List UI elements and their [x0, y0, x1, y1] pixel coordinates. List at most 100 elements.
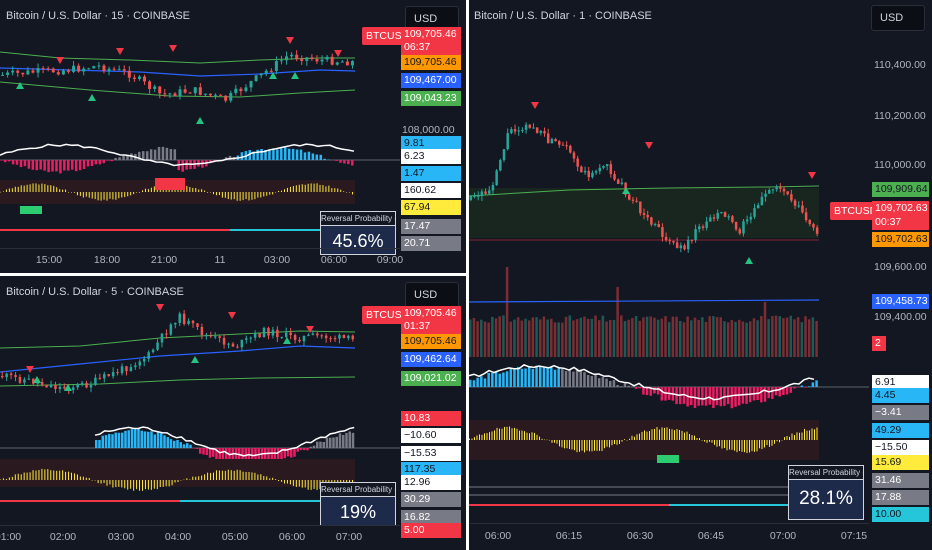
volume-bar — [513, 319, 516, 357]
candle — [779, 186, 782, 189]
momentum-bar — [471, 438, 473, 440]
momentum-bar — [325, 186, 327, 192]
price-tag: 49.29 — [872, 423, 929, 438]
oscillator-bar — [150, 431, 153, 448]
price-tag: −15.50 — [872, 440, 929, 455]
momentum-bar — [741, 440, 743, 452]
oscillator-bar — [483, 378, 487, 387]
candle — [513, 129, 517, 132]
chart-panel-15m[interactable]: Bitcoin / U.S. Dollar · 15 · COINBASE US… — [0, 0, 466, 273]
oscillator-bar — [71, 160, 74, 170]
momentum-bar — [41, 183, 43, 192]
oscillator-bar — [594, 373, 597, 387]
candle — [200, 327, 204, 336]
candle — [218, 336, 221, 338]
candle — [650, 217, 653, 225]
candle — [679, 245, 683, 249]
candle — [80, 382, 84, 384]
price-tag: 6.23 — [401, 149, 461, 164]
candle — [576, 158, 579, 167]
candle — [129, 367, 133, 372]
momentum-bar — [23, 185, 25, 192]
candle — [815, 227, 819, 234]
momentum-bar — [804, 428, 805, 440]
momentum-bar — [79, 192, 81, 196]
oscillator-bar — [564, 371, 568, 387]
price-scale-label: 110,200.00 — [874, 110, 926, 122]
volume-bar — [505, 267, 509, 357]
momentum-bar — [304, 480, 306, 488]
candle — [639, 201, 642, 214]
volume-bar — [671, 316, 675, 357]
oscillator-bar — [553, 369, 557, 387]
momentum-bar — [706, 440, 708, 443]
oscillator-bar — [156, 432, 160, 448]
momentum-bar — [124, 480, 126, 489]
momentum-bar — [215, 470, 217, 480]
chart-panel-5m[interactable]: Bitcoin / U.S. Dollar · 5 · COINBASE USD… — [0, 276, 466, 550]
candle — [580, 166, 583, 173]
volume-bar — [804, 316, 807, 357]
candle — [329, 338, 332, 340]
price-tag: 30.29 — [401, 492, 461, 507]
oscillator-bar — [240, 152, 244, 160]
oscillator-bar — [715, 387, 719, 406]
candle — [284, 332, 288, 337]
momentum-bar — [489, 432, 490, 440]
momentum-bar — [195, 188, 197, 192]
price-tag: 109,702.63 — [872, 232, 929, 247]
currency-button[interactable]: USD — [405, 282, 459, 308]
oscillator-bar — [319, 154, 322, 160]
candle — [51, 68, 55, 73]
oscillator-bar — [221, 448, 225, 462]
oscillator-bar — [323, 158, 326, 160]
symbol-tag: BTCUSD — [830, 202, 882, 220]
momentum-bar — [564, 440, 565, 449]
momentum-bar — [142, 480, 143, 491]
candle — [738, 229, 742, 234]
buy-signal-marker — [622, 187, 630, 194]
momentum-bar — [127, 480, 129, 490]
volume-bar — [664, 316, 667, 357]
oscillator-bar — [299, 448, 303, 451]
candle — [690, 239, 694, 241]
oscillator-bar — [476, 377, 479, 387]
oscillator-bar — [502, 372, 505, 387]
currency-button[interactable]: USD — [871, 5, 925, 31]
candle — [102, 65, 106, 72]
momentum-bar — [295, 185, 297, 192]
candle — [694, 229, 697, 241]
oscillator-bar — [763, 387, 767, 402]
momentum-bar — [76, 474, 78, 480]
sell-signal-marker — [334, 50, 342, 57]
momentum-bar — [201, 189, 203, 192]
chart-plot-5m[interactable] — [0, 276, 466, 550]
oscillator-bar — [247, 448, 251, 469]
oscillator-signal-line — [469, 364, 815, 401]
momentum-bar — [213, 192, 214, 195]
oscillator-bar — [11, 160, 15, 165]
candle — [0, 376, 4, 378]
candle — [753, 208, 756, 217]
candle — [488, 190, 491, 194]
chart-panel-1m[interactable]: Bitcoin / U.S. Dollar · 1 · COINBASE USD… — [469, 0, 932, 550]
momentum-bar — [514, 427, 515, 440]
chart-plot-1m[interactable] — [469, 0, 932, 550]
momentum-bar — [634, 436, 635, 440]
momentum-bar — [136, 192, 138, 193]
oscillator-bar — [712, 387, 715, 409]
candle — [760, 196, 764, 206]
momentum-bar — [204, 474, 206, 480]
chart-plot-15m[interactable] — [0, 0, 466, 273]
momentum-bar — [144, 480, 146, 490]
candle — [812, 224, 815, 228]
candle — [112, 68, 116, 70]
momentum-bar — [349, 192, 351, 193]
price-tag: 109,705.46 — [401, 334, 461, 349]
momentum-bar — [491, 431, 493, 440]
volume-bar — [771, 316, 774, 357]
oscillator-bar — [161, 146, 165, 160]
oscillator-bar — [181, 160, 184, 172]
candle — [698, 226, 701, 230]
momentum-bar — [94, 192, 96, 200]
